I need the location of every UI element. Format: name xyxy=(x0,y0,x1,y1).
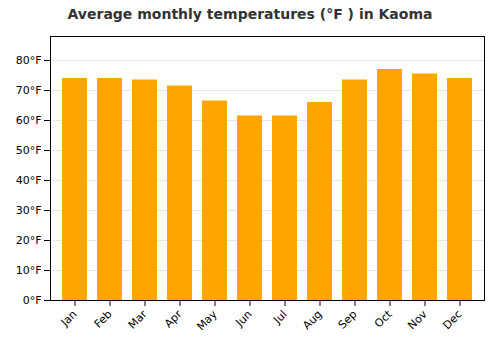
svg-text:40°F: 40°F xyxy=(16,174,42,187)
svg-text:10°F: 10°F xyxy=(16,264,42,277)
svg-text:50°F: 50°F xyxy=(16,144,42,157)
svg-text:Aug: Aug xyxy=(300,308,324,332)
svg-text:May: May xyxy=(194,307,220,333)
svg-text:Dec: Dec xyxy=(440,308,464,332)
svg-text:60°F: 60°F xyxy=(16,114,42,127)
svg-text:Sep: Sep xyxy=(336,308,360,332)
svg-text:Apr: Apr xyxy=(162,307,185,330)
svg-text:Jul: Jul xyxy=(270,308,289,327)
svg-text:30°F: 30°F xyxy=(16,204,42,217)
svg-text:80°F: 80°F xyxy=(16,54,42,67)
svg-text:20°F: 20°F xyxy=(16,234,42,247)
svg-text:Feb: Feb xyxy=(92,308,115,331)
svg-text:0°F: 0°F xyxy=(23,294,42,307)
svg-text:Oct: Oct xyxy=(372,307,395,330)
svg-text:Jun: Jun xyxy=(233,308,255,330)
html-text:Average monthly temperatures (: Average monthly temperatures (°F ) in Ka… xyxy=(67,6,433,22)
svg-text:70°F: 70°F xyxy=(16,84,42,97)
svg-text:Jan: Jan xyxy=(58,308,80,330)
svg-text:Nov: Nov xyxy=(405,307,430,332)
svg-text:Mar: Mar xyxy=(126,307,150,331)
